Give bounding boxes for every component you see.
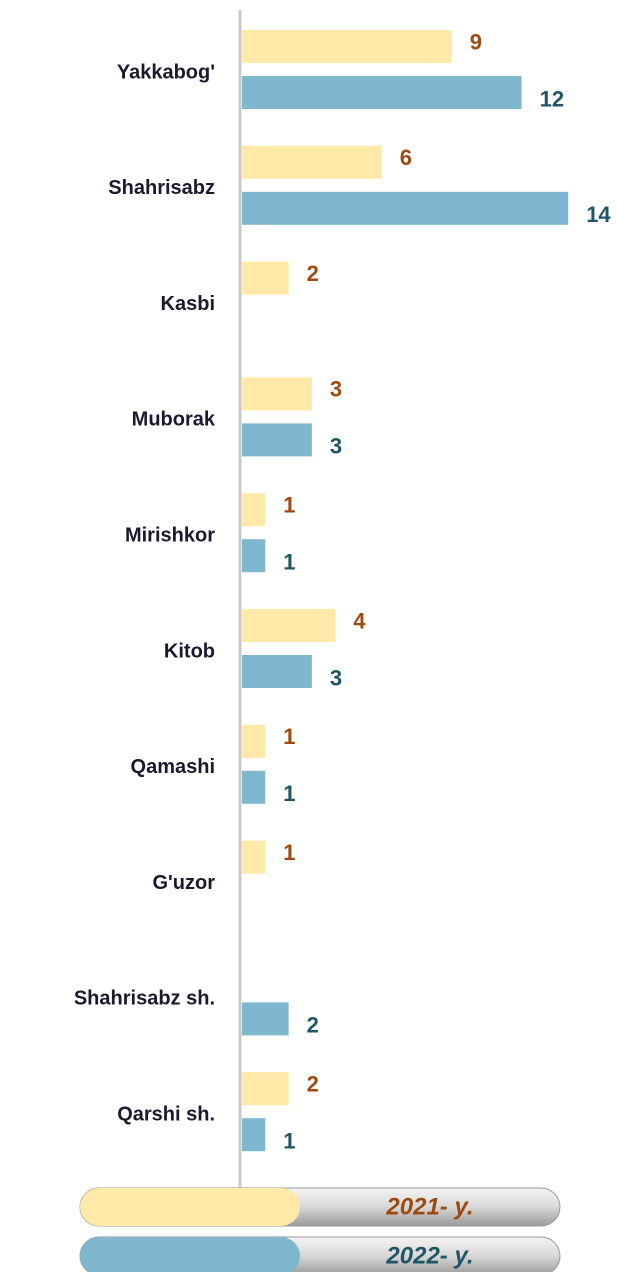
value-label: 2 [307,261,319,286]
category-label: Mirishkor [125,524,215,546]
bar [242,423,312,457]
legend-label: 2021- y. [385,1193,473,1220]
legend-swatch [80,1188,300,1226]
value-label: 1 [283,550,295,575]
bar [242,493,266,527]
bar [242,377,312,411]
category-label: Yakkabog' [117,61,215,83]
legend-swatch [80,1237,300,1272]
category-label: Shahrisabz [108,177,215,199]
value-label: 1 [283,781,295,806]
category-label: Qarshi sh. [117,1103,215,1125]
value-label: 3 [330,377,342,402]
bar [242,724,266,758]
value-label: 1 [283,493,295,518]
value-label: 3 [330,434,342,459]
bar [242,76,522,109]
bar [242,539,266,573]
value-label: 1 [283,840,295,865]
bar [242,1118,266,1152]
legend-label: 2022- y. [385,1242,473,1269]
value-label: 4 [353,608,366,633]
value-label: 3 [330,665,342,690]
value-label: 2 [307,1013,319,1038]
bar [242,1072,289,1106]
category-label: G'uzor [152,872,215,894]
bar [242,655,312,688]
value-label: 6 [400,145,412,170]
bar [242,30,452,63]
bar [242,261,289,295]
value-label: 9 [470,29,482,54]
value-label: 1 [283,1129,295,1154]
category-label: Kitob [164,640,215,662]
bar [242,145,382,179]
bar [242,191,569,225]
value-label: 2 [307,1072,319,1097]
value-label: 1 [283,724,295,749]
value-label: 12 [540,86,564,111]
category-label: Shahrisabz sh. [74,988,215,1010]
category-label: Muborak [132,409,216,431]
category-label: Kasbi [161,293,215,315]
category-label: Qamashi [131,756,215,778]
value-label: 14 [586,202,611,227]
bar [242,840,266,874]
bar [242,770,266,804]
bar [242,609,336,642]
bar [242,1002,289,1036]
